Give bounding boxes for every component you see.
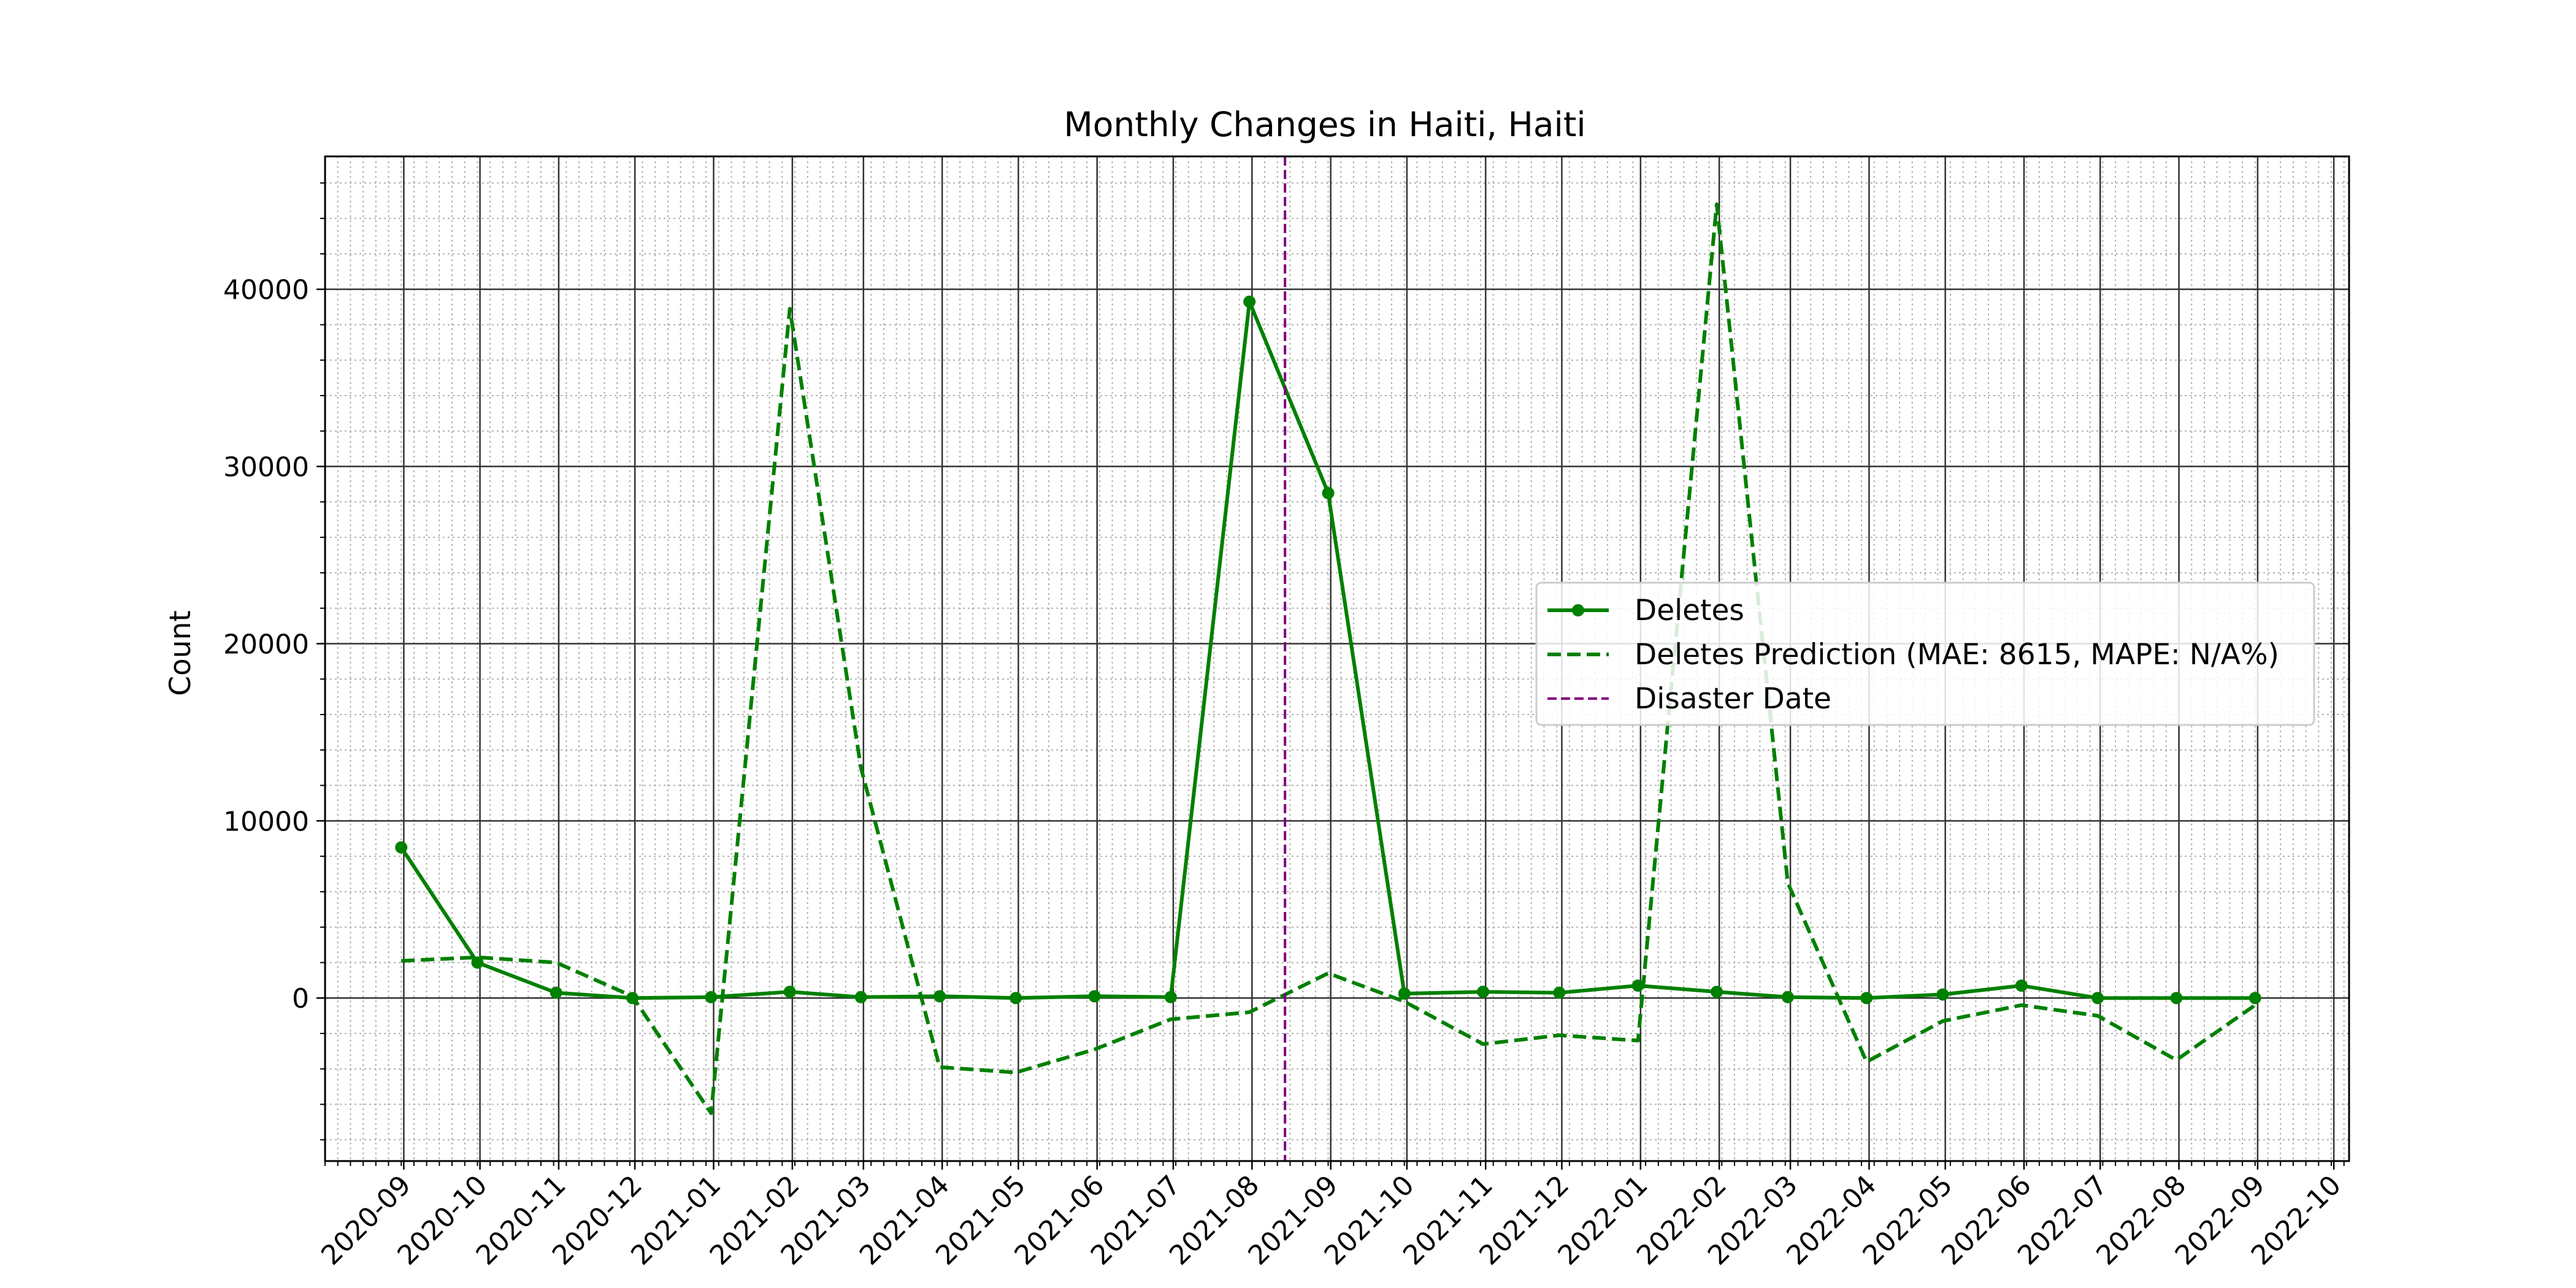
deletes-point	[395, 841, 408, 854]
legend-box	[1535, 581, 2315, 726]
deletes-point	[933, 990, 946, 1003]
chart-title: Monthly Changes in Haiti, Haiti	[1064, 105, 1585, 144]
deletes-point	[1164, 991, 1177, 1003]
deletes-point	[1860, 992, 1873, 1005]
deletes-point	[1711, 986, 1723, 999]
deletes-point	[2248, 992, 2261, 1005]
y-axis-label: Count	[164, 610, 197, 696]
legend: Deletes Deletes Prediction (MAE: 8615, MA…	[1535, 581, 2315, 726]
deletes-point	[854, 991, 867, 1003]
deletes-point	[2015, 979, 2028, 992]
deletes-point	[1088, 990, 1101, 1003]
deletes-point	[1631, 979, 1644, 992]
legend-label: Deletes Prediction (MAE: 8615, MAPE: N/A…	[1635, 638, 2279, 672]
deletes-point	[1553, 986, 1566, 999]
deletes-point	[471, 956, 484, 969]
deletes-point	[783, 986, 796, 999]
prediction-line	[401, 202, 2256, 1115]
deletes-point	[1936, 988, 1949, 1001]
deletes-point	[1010, 992, 1022, 1005]
legend-marker	[1572, 604, 1584, 616]
deletes-point	[705, 991, 718, 1003]
plot-frame	[324, 155, 2350, 1162]
deletes-point	[2170, 992, 2183, 1005]
legend-label: Disaster Date	[1635, 682, 1831, 716]
legend-label: Deletes	[1635, 594, 1744, 627]
y-tick-label: 20000	[223, 629, 309, 660]
y-tick-label: 30000	[223, 452, 309, 483]
y-tick-label: 10000	[223, 806, 309, 837]
deletes-point	[1398, 987, 1411, 1000]
deletes-point	[1243, 295, 1256, 308]
deletes-point	[1781, 991, 1794, 1003]
deletes-point	[550, 986, 562, 999]
deletes-point	[1322, 486, 1335, 499]
deletes-point	[2091, 992, 2104, 1005]
deletes-point	[1477, 986, 1490, 999]
y-tick-label: 0	[292, 983, 309, 1014]
y-tick-label: 40000	[223, 275, 309, 306]
